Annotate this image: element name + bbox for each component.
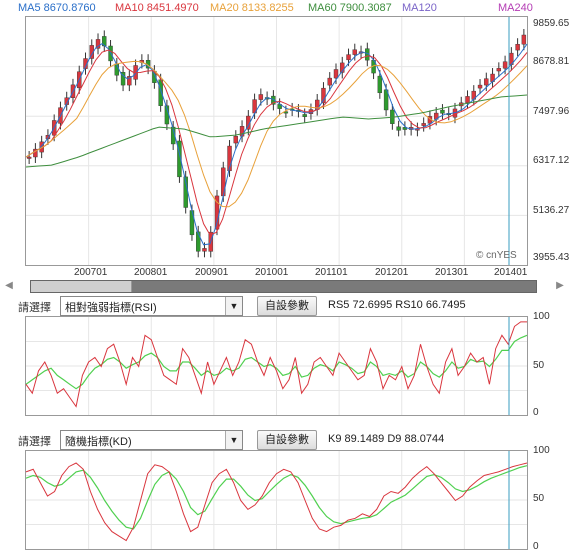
candle	[333, 69, 339, 79]
ma20-label: MA20 8133.8255	[210, 2, 294, 14]
candle	[227, 145, 232, 172]
scroll-thumb[interactable]	[31, 281, 132, 292]
rsi-tick-100: 100	[533, 311, 550, 322]
candle	[26, 156, 32, 159]
candle	[465, 96, 470, 104]
rsi-chart-panel[interactable]	[25, 316, 528, 416]
ma-legend: MA5 8670.8760 MA10 8451.4970 MA20 8133.8…	[18, 2, 533, 16]
price-tick-3: 7497.96	[533, 106, 570, 117]
date-tick-4: 201001	[255, 267, 289, 278]
rsi-tick-0: 0	[533, 407, 539, 418]
candle	[484, 78, 489, 86]
ma60-line	[25, 94, 528, 168]
candle	[120, 72, 126, 86]
date-tick-1: 200701	[74, 267, 108, 278]
scroll-right-icon[interactable]: ▶	[556, 280, 564, 291]
price-tick-2: 8678.81	[533, 56, 570, 67]
date-tick-2: 200801	[134, 267, 168, 278]
rsi5-line	[25, 321, 527, 408]
candle	[377, 75, 383, 94]
candle	[496, 68, 502, 72]
date-tick-3: 200901	[195, 267, 229, 278]
candle	[340, 62, 345, 73]
candle	[396, 126, 401, 131]
rsi-select-label: 請選擇	[18, 302, 51, 314]
price-chart	[25, 17, 528, 265]
candle	[515, 44, 520, 51]
kd-tick-100: 100	[533, 445, 550, 456]
rsi-values: RS5 72.6995 RS10 66.7495	[328, 299, 466, 311]
candle	[352, 49, 357, 55]
chevron-down-icon[interactable]: ▼	[225, 297, 242, 315]
price-chart-panel[interactable]	[25, 16, 528, 266]
candle	[421, 123, 426, 126]
price-tick-1: 9859.65	[533, 18, 570, 29]
time-scrollbar[interactable]: ◀ ▶	[5, 279, 564, 293]
date-tick-6: 201201	[375, 267, 409, 278]
price-tick-5: 5136.27	[533, 205, 570, 216]
kd-values: K9 89.1489 D9 88.0744	[328, 433, 445, 445]
price-tick-6: 3955.43	[533, 252, 570, 263]
candle	[521, 34, 527, 45]
candle	[440, 109, 445, 114]
rsi-indicator-select[interactable]: 相對強弱指標(RSI) ▼	[60, 296, 243, 316]
candle	[95, 39, 101, 49]
kd-tick-0: 0	[533, 541, 539, 552]
kd-select-label: 請選擇	[18, 436, 51, 448]
candle	[327, 77, 332, 86]
ma10-label: MA10 8451.4970	[115, 2, 199, 14]
ma5-label: MA5 8670.8760	[18, 2, 96, 14]
kd-control-row: 請選擇 隨機指標(KD) ▼ 自設參數 K9 89.1489 D9 88.074…	[0, 430, 585, 450]
kd-select-value: 隨機指標(KD)	[65, 436, 132, 448]
date-tick-8: 201401	[494, 267, 528, 278]
watermark: © cnYES	[476, 250, 517, 261]
candle	[127, 76, 132, 86]
ma120-label: MA120	[402, 2, 437, 14]
candle	[177, 140, 182, 178]
candle	[202, 248, 207, 252]
date-tick-5: 201101	[315, 267, 348, 278]
rsi-chart	[25, 317, 528, 415]
rsi-select-value: 相對強弱指標(RSI)	[65, 302, 157, 314]
candle	[321, 87, 326, 104]
candle	[258, 94, 264, 100]
candle	[33, 148, 38, 158]
ma20-line	[25, 60, 528, 208]
ma10-line	[25, 49, 528, 236]
k9-line	[25, 462, 528, 542]
chevron-down-icon[interactable]: ▼	[225, 431, 242, 449]
kd-chart	[25, 451, 528, 549]
candle	[477, 84, 483, 89]
scroll-track[interactable]	[30, 280, 537, 293]
kd-indicator-select[interactable]: 隨機指標(KD) ▼	[60, 430, 243, 450]
rsi-custom-params-button[interactable]: 自設參數	[257, 296, 317, 316]
ma240-label: MA240	[498, 2, 533, 14]
kd-tick-50: 50	[533, 493, 545, 504]
rsi-tick-50: 50	[533, 360, 545, 371]
kd-custom-params-button[interactable]: 自設參數	[257, 430, 317, 450]
date-tick-7: 201301	[435, 267, 469, 278]
ma60-label: MA60 7900.3087	[308, 2, 392, 14]
candle	[383, 89, 389, 111]
scroll-left-icon[interactable]: ◀	[5, 280, 13, 291]
candle	[233, 135, 238, 144]
candle	[196, 231, 201, 252]
candle	[302, 114, 307, 117]
candle	[346, 54, 351, 61]
d9-line	[25, 465, 528, 530]
candle	[502, 61, 508, 69]
candle	[221, 167, 226, 197]
rsi-control-row: 請選擇 相對強弱指標(RSI) ▼ 自設參數 RS5 72.6995 RS10 …	[0, 296, 585, 316]
kd-chart-panel[interactable]	[25, 450, 528, 550]
price-tick-4: 6317.12	[533, 155, 570, 166]
